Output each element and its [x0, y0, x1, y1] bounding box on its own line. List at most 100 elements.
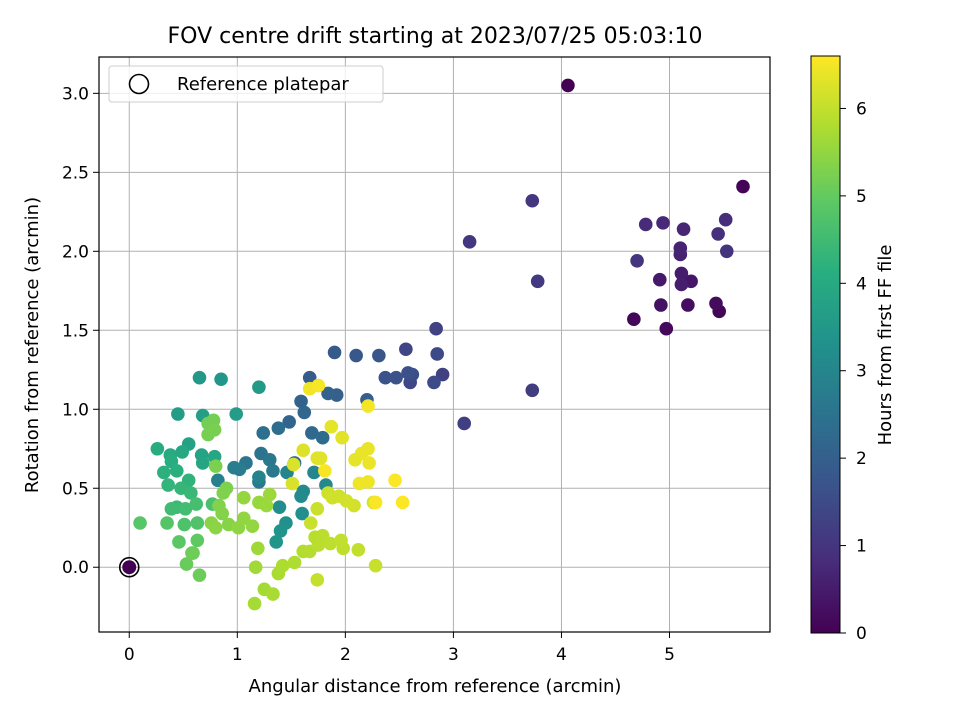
x-tick-label: 0	[124, 645, 135, 665]
y-tick-label: 0.0	[62, 558, 89, 578]
data-point	[530, 274, 545, 289]
data-point	[676, 222, 691, 236]
x-tick-label: 3	[448, 645, 459, 665]
data-point	[262, 453, 277, 467]
data-point	[286, 457, 301, 472]
data-point	[185, 546, 199, 560]
data-point	[310, 501, 325, 516]
data-point	[372, 348, 386, 363]
data-point	[236, 511, 251, 526]
data-point	[307, 465, 321, 480]
data-point	[178, 501, 193, 516]
data-point	[216, 486, 231, 500]
data-point	[172, 535, 186, 549]
data-point	[177, 517, 192, 532]
data-point	[311, 378, 326, 393]
data-point	[718, 212, 733, 227]
data-point	[236, 490, 251, 505]
chart-title: FOV centre drift starting at 2023/07/25 …	[168, 24, 703, 49]
data-point	[349, 348, 363, 363]
data-point	[251, 541, 265, 556]
reference-point-fill	[122, 560, 137, 575]
colorbar-tick-label: 1	[856, 537, 867, 557]
data-point	[429, 321, 443, 336]
data-point	[175, 445, 189, 459]
data-point	[361, 441, 375, 456]
data-point	[335, 430, 349, 445]
y-tick-label: 0.5	[62, 479, 89, 499]
y-tick-label: 1.5	[62, 321, 89, 341]
legend-box	[108, 65, 384, 103]
legend-label: Reference platepar	[177, 74, 349, 95]
data-point	[179, 557, 194, 571]
data-point	[248, 560, 263, 575]
data-point	[361, 399, 375, 413]
data-point	[297, 405, 312, 420]
data-point	[388, 473, 402, 488]
data-point	[323, 536, 338, 551]
data-point	[351, 543, 366, 557]
data-point	[321, 386, 335, 401]
data-point	[190, 516, 205, 530]
colorbar-tick-label: 2	[856, 449, 867, 469]
data-point	[271, 421, 286, 436]
data-point	[736, 179, 750, 194]
x-tick-label: 1	[232, 645, 243, 665]
data-point	[395, 495, 410, 510]
x-tick-label: 2	[340, 645, 351, 665]
data-point	[245, 519, 260, 533]
data-point	[184, 486, 198, 500]
data-point	[361, 475, 375, 489]
data-point	[305, 426, 319, 440]
data-point	[272, 500, 287, 515]
data-point	[654, 298, 668, 312]
y-tick-label: 3.0	[62, 84, 89, 104]
colorbar-label: Hours from first FF file	[875, 245, 896, 446]
y-tick-label: 2.5	[62, 163, 89, 183]
data-point	[150, 441, 165, 456]
colorbar-tick-label: 3	[856, 362, 867, 382]
data-point	[630, 253, 644, 268]
data-point	[266, 587, 280, 601]
data-point	[195, 456, 210, 470]
data-point	[399, 342, 413, 357]
x-tick-label: 5	[664, 645, 675, 665]
data-point	[208, 459, 223, 473]
data-point	[275, 558, 290, 573]
x-axis-label: Angular distance from reference (arcmin)	[249, 676, 622, 697]
colorbar-gradient	[810, 55, 841, 634]
data-point	[211, 473, 225, 488]
data-point	[161, 478, 175, 492]
data-point	[430, 347, 445, 361]
data-point	[303, 516, 318, 530]
data-point	[266, 464, 280, 478]
data-point	[160, 516, 174, 530]
data-point	[324, 419, 339, 434]
y-tick-label: 2.0	[62, 242, 89, 262]
data-point	[674, 266, 689, 281]
data-point	[190, 533, 205, 548]
data-point	[229, 407, 244, 421]
data-point	[525, 383, 540, 398]
colorbar-tick-label: 0	[856, 624, 867, 644]
y-tick-label: 1.0	[62, 400, 89, 420]
data-point	[287, 555, 302, 570]
data-point	[709, 296, 723, 311]
data-point	[462, 235, 477, 249]
data-point	[318, 464, 332, 478]
data-point	[627, 312, 641, 327]
x-tick-label: 4	[556, 645, 567, 665]
data-point	[362, 456, 376, 470]
data-point	[561, 78, 575, 93]
data-point	[378, 370, 393, 385]
colorbar-tick-label: 6	[856, 99, 867, 119]
data-point	[368, 495, 383, 510]
data-point	[164, 501, 179, 516]
y-axis-label: Rotation from reference (arcmin)	[22, 197, 43, 493]
data-point	[171, 407, 185, 421]
data-point	[282, 415, 296, 429]
data-point	[334, 533, 348, 548]
legend-marker-reference	[128, 73, 150, 95]
data-point	[256, 426, 271, 440]
data-point	[269, 535, 284, 549]
